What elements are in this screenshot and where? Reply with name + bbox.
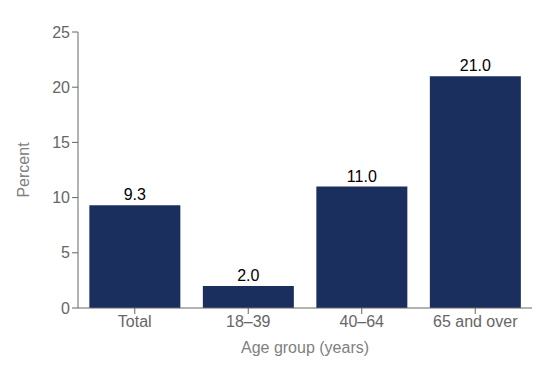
svg-text:Total: Total <box>118 313 152 330</box>
svg-text:11.0: 11.0 <box>347 168 377 185</box>
svg-text:9.3: 9.3 <box>124 186 146 203</box>
svg-text:10: 10 <box>52 189 70 206</box>
svg-text:65 and over: 65 and over <box>433 313 518 330</box>
svg-text:2.0: 2.0 <box>237 267 259 284</box>
svg-text:25: 25 <box>52 24 70 41</box>
svg-text:21.0: 21.0 <box>460 57 491 74</box>
svg-text:Age group (years): Age group (years) <box>241 339 369 356</box>
svg-text:15: 15 <box>52 134 70 151</box>
svg-text:18–39: 18–39 <box>226 313 271 330</box>
svg-text:Percent: Percent <box>15 142 32 198</box>
svg-text:20: 20 <box>52 79 70 96</box>
svg-text:5: 5 <box>61 244 70 261</box>
svg-text:0: 0 <box>61 300 70 317</box>
svg-text:40–64: 40–64 <box>340 313 385 330</box>
